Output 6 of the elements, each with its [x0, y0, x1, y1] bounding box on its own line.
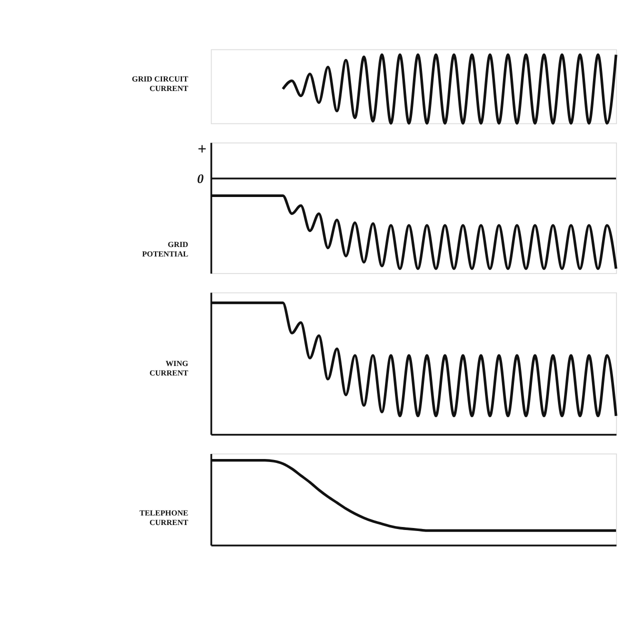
- y-axis-title: WING CURRENT: [149, 358, 189, 378]
- text: +: [198, 140, 207, 158]
- y-axis-title: GRID CIRCUIT CURRENT: [132, 74, 189, 94]
- ref-line-label: 0: [197, 170, 204, 186]
- y-axis-title: GRID POTENTIAL: [142, 240, 189, 259]
- y-axis-title: TELEPHONE CURRENT: [139, 508, 189, 528]
